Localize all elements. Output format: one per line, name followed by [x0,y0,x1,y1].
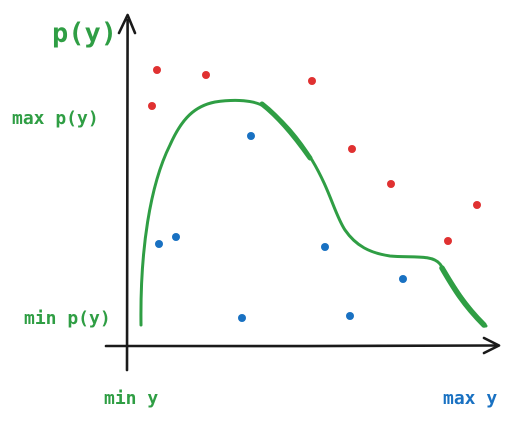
blue-point [399,275,407,283]
blue-point [155,240,163,248]
axes [106,15,499,370]
density-curve-thick-segment [262,104,310,158]
red-point [444,237,452,245]
min-p-label: min p(y) [24,308,111,329]
max-p-label: max p(y) [12,108,99,129]
density-curve-thick-tail [442,268,484,325]
red-point [348,145,356,153]
blue-point [321,243,329,251]
y-axis [127,20,128,370]
blue-points [155,132,407,322]
red-point [473,201,481,209]
density-curve [141,100,486,326]
red-point [148,102,156,110]
red-point [202,71,210,79]
blue-point [346,312,354,320]
x-axis [106,346,497,347]
x-min-label: min y [104,388,158,409]
x-max-label: max y [443,388,497,409]
red-points [148,66,481,245]
blue-point [172,233,180,241]
red-point [153,66,161,74]
blue-point [238,314,246,322]
y-axis-title: p(y) [52,18,117,49]
red-point [308,77,316,85]
blue-point [247,132,255,140]
red-point [387,180,395,188]
